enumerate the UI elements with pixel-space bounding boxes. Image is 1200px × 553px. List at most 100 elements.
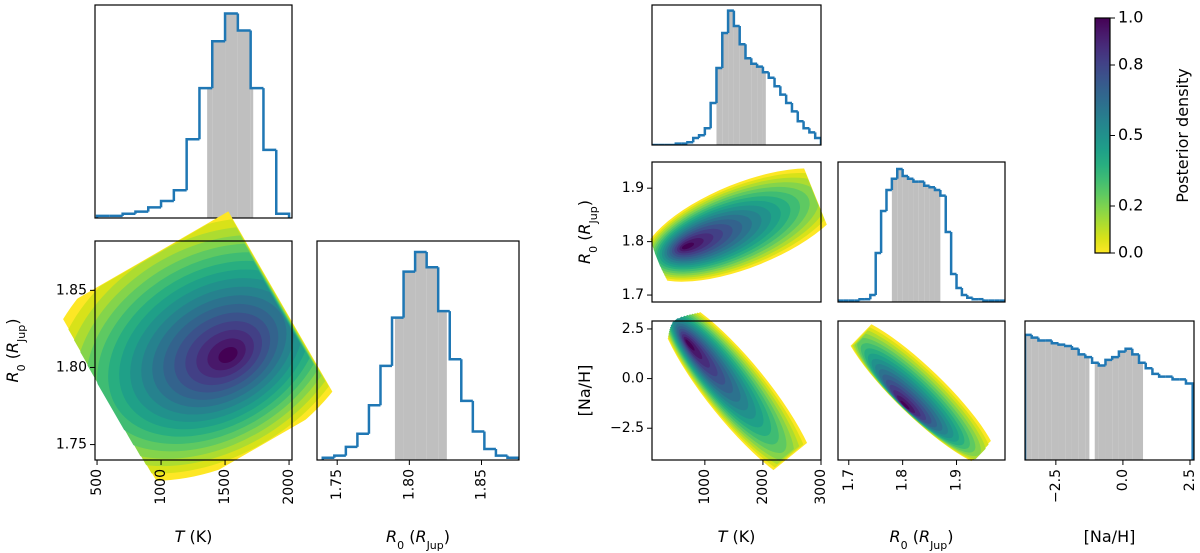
histogram-step (1057, 343, 1066, 346)
histogram-step (697, 133, 705, 138)
label-part: Jup (587, 206, 600, 224)
y-tick-label: 0.0 (1118, 243, 1143, 262)
label-part: T (718, 527, 729, 546)
label-part: R (386, 527, 397, 546)
panel (57, 211, 338, 481)
histogram-step (922, 181, 930, 188)
panel (1094, 17, 1115, 254)
credible-fill (728, 10, 734, 145)
label-part: Jup (929, 539, 947, 552)
histogram-step (966, 295, 973, 300)
label-part: ( (575, 235, 594, 246)
histogram-step (796, 111, 804, 123)
histogram-step (709, 101, 717, 129)
x-tick-label: 0.0 (1115, 469, 1131, 491)
histogram-step (1063, 344, 1072, 348)
histogram-step (949, 232, 957, 276)
label-part: R (575, 253, 594, 264)
x-tick-label: 1500 (217, 469, 233, 505)
histogram-step (483, 431, 496, 451)
x-axis-label: R0 (RJup) (386, 527, 450, 552)
histogram-step (506, 455, 519, 460)
x-tick-label: 1.80 (401, 469, 417, 500)
histogram-step (955, 274, 962, 290)
credible-fill (1065, 346, 1072, 460)
credible-fill (1105, 359, 1113, 460)
panel-frame (837, 320, 1006, 461)
histogram-step (928, 185, 935, 189)
credible-fill (1031, 337, 1039, 460)
histogram-step (379, 364, 393, 406)
label-part: Jup (426, 539, 444, 552)
x-axis-label: T (K) (718, 527, 756, 546)
label-part: 0 (397, 539, 404, 552)
histogram-step (1084, 354, 1093, 359)
histogram-step (1110, 355, 1119, 360)
x-axis-label: [Na/H] (1084, 527, 1136, 546)
y-axis-label: [Na/H] (575, 365, 594, 417)
histogram-step (767, 72, 775, 80)
credible-fill (212, 41, 226, 219)
density-contour (685, 339, 695, 351)
credible-fill (757, 66, 763, 145)
y-axis-label: R0 (RJup) (575, 200, 600, 264)
density-contour (218, 347, 238, 363)
histogram-step (939, 190, 946, 197)
label-part: 0 (901, 539, 908, 552)
histogram-step (838, 299, 844, 302)
histogram-step (356, 432, 369, 447)
histogram-step (779, 86, 787, 96)
label-part: R (3, 371, 22, 382)
panel (837, 317, 1006, 467)
credible-fill (745, 58, 752, 146)
credible-fill (891, 178, 898, 302)
y-tick-label: 1.8 (622, 234, 644, 250)
x-tick-label: −2.5 (1048, 469, 1064, 503)
histogram-step (1144, 362, 1153, 370)
histogram-step (721, 31, 729, 68)
credible-fill (1125, 348, 1133, 460)
x-tick-label: 1000 (153, 469, 169, 505)
histogram-step (390, 316, 404, 366)
label-part: R (919, 527, 930, 546)
histogram-step (147, 206, 162, 212)
label-part: (K) (184, 527, 212, 546)
credible-fill (250, 88, 254, 218)
histogram-step (321, 456, 335, 460)
histogram-step (249, 30, 264, 90)
histogram-step (185, 137, 200, 191)
credible-fill (1071, 348, 1079, 460)
histogram-step (211, 39, 226, 89)
y-tick-label: 2.5 (622, 321, 644, 337)
histogram-step (773, 77, 781, 88)
panel-frame (651, 320, 822, 461)
histogram-step (402, 270, 416, 318)
histogram-step (95, 214, 110, 218)
histogram-step (134, 210, 149, 214)
x-tick-label: 3000 (813, 469, 829, 505)
histogram-step (367, 404, 381, 434)
histogram-step (413, 250, 427, 272)
y-tick-label: 1.80 (56, 359, 87, 375)
histogram-step (275, 149, 291, 218)
histogram-step (944, 195, 952, 234)
credible-fill (908, 178, 914, 302)
credible-fill (1078, 354, 1086, 460)
histogram-step (1157, 373, 1166, 378)
y-tick-label: 0.0 (622, 371, 644, 387)
credible-fill (918, 181, 925, 302)
histogram-step (1030, 334, 1039, 339)
histogram-step (808, 128, 816, 134)
y-tick-label: 0.8 (1118, 55, 1143, 74)
panel (94, 4, 293, 219)
histogram-step (460, 359, 473, 403)
histogram-step (960, 288, 968, 297)
density-contour (681, 242, 695, 250)
histogram-step (858, 297, 865, 301)
credible-fill (415, 251, 427, 460)
y-tick-label: 0.2 (1118, 196, 1143, 215)
x-tick-label: 500 (89, 469, 105, 496)
panel-frame (94, 4, 293, 219)
